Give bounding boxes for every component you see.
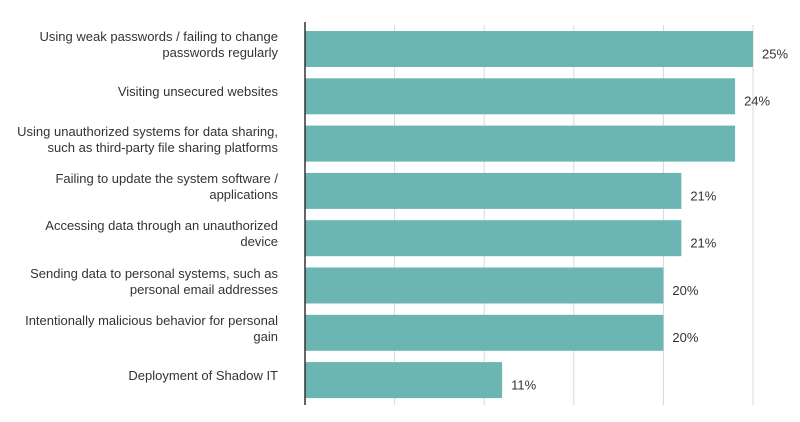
value-label: 25%	[762, 46, 788, 61]
bar	[305, 314, 664, 351]
category-label: Visiting unsecured websites	[117, 84, 278, 100]
value-label: 20%	[672, 283, 698, 298]
category-label: Sending data to personal systems, such a…	[30, 265, 278, 297]
bar	[305, 172, 682, 209]
value-label: 21%	[690, 188, 716, 203]
category-label: Failing to update the system software / …	[55, 170, 278, 202]
category-label: Deployment of Shadow IT	[128, 368, 278, 384]
bar	[305, 31, 753, 67]
bar	[305, 78, 736, 115]
value-label: 20%	[672, 330, 698, 345]
category-label: Intentionally malicious behavior for per…	[25, 312, 278, 344]
bar	[305, 362, 503, 399]
category-label: Accessing data through an unauthorized d…	[45, 218, 278, 250]
category-label: Using unauthorized systems for data shar…	[17, 123, 278, 155]
bar	[305, 125, 736, 162]
bar	[305, 220, 682, 257]
value-label: 21%	[690, 236, 716, 251]
value-label: 24%	[744, 94, 770, 109]
value-label: 11%	[511, 378, 536, 393]
bar	[305, 267, 664, 304]
category-label: Using weak passwords / failing to change…	[39, 29, 278, 60]
